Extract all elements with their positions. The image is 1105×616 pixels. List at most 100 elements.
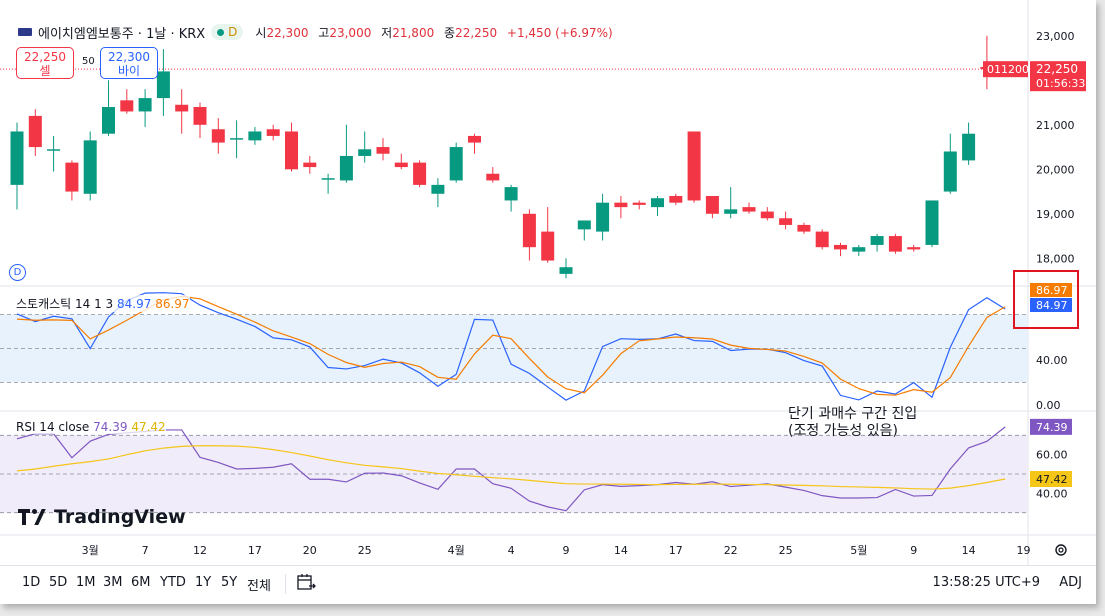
- time-tick-label: 14: [962, 544, 976, 557]
- candle-body: [248, 131, 262, 141]
- time-tick-label: 9: [563, 544, 570, 557]
- time-tick-label: 9: [910, 544, 917, 557]
- high-label: 고: [318, 25, 330, 40]
- buy-price: 22,300: [108, 50, 150, 64]
- range-1y-button[interactable]: 1Y: [195, 575, 212, 590]
- high-value: 23,000: [329, 25, 372, 40]
- sell-button[interactable]: 22,250 셀: [16, 47, 74, 79]
- candle-body: [102, 107, 115, 134]
- stoch-title: 스토캐스틱 14 1 3: [16, 297, 114, 311]
- rsi-badge-text: 74.39: [1036, 421, 1068, 434]
- stoch-d-badge-text: 86.97: [1036, 284, 1068, 297]
- stoch-k-badge: [1030, 298, 1072, 312]
- rsi-tick-label: 40.00: [1036, 487, 1068, 500]
- buy-label: 바이: [117, 64, 141, 78]
- rsi-legend[interactable]: RSI 14 close 74.39 47.42: [16, 420, 166, 434]
- symbol-code-badge: [983, 61, 1028, 78]
- toolbar-divider: [285, 574, 286, 594]
- tradingview-logo-icon: [18, 509, 48, 525]
- settings-gear-icon[interactable]: [1055, 544, 1067, 556]
- candle-body: [577, 220, 591, 230]
- candle-body: [852, 247, 866, 252]
- close-label: 종: [444, 25, 456, 40]
- candle-body: [669, 196, 683, 203]
- range-5y-button[interactable]: 5Y: [221, 575, 238, 590]
- symbol-header: 에이치엠엠보통주 · 1날 · KRX D 시22,300 고23,000 저2…: [18, 20, 619, 44]
- rsi-ma-badge-text: 47.42: [1036, 473, 1068, 486]
- candle-body: [834, 244, 847, 250]
- candle-body: [65, 162, 79, 192]
- ohlc-values: 시22,300 고23,000 저21,800 종22,250 +1,450 (…: [255, 24, 618, 41]
- candle-body: [559, 267, 573, 274]
- rsi-ma-line: [16, 445, 1006, 490]
- candle-body: [47, 149, 61, 151]
- candle-body: [211, 129, 225, 143]
- candle-body: [83, 140, 97, 194]
- candle-body: [193, 107, 207, 125]
- highlight-box: [1013, 270, 1079, 329]
- low-label: 저: [381, 25, 393, 40]
- candle-body: [632, 202, 646, 205]
- range-ytd-button[interactable]: YTD: [160, 575, 186, 590]
- range-6m-button[interactable]: 6M: [131, 575, 151, 590]
- open-value: 22,300: [266, 25, 309, 40]
- change-value: +1,450 (+6.97%): [506, 25, 613, 40]
- candle-body: [156, 71, 170, 99]
- dividend-marker[interactable]: D: [9, 264, 26, 281]
- range-5d-button[interactable]: 5D: [49, 575, 68, 590]
- stoch-k-line: [16, 292, 1006, 401]
- candle-body: [779, 218, 793, 225]
- rsi-ma-value: 47.42: [131, 420, 166, 434]
- candle-body: [303, 162, 317, 168]
- adj-toggle[interactable]: ADJ: [1059, 575, 1082, 590]
- candle-body: [230, 138, 244, 140]
- candle-body: [888, 236, 902, 252]
- calendar-goto-icon[interactable]: [296, 572, 316, 592]
- time-tick-label: 4: [508, 544, 515, 557]
- candle-body: [724, 209, 738, 214]
- candle-body: [413, 162, 427, 185]
- chart-window: 18,000 19,000 20,000 21,000 23,000 011200 22,2…: [0, 0, 1096, 604]
- annotation-text: 단기 과매수 구간 진입 (조정 가능성 있음): [788, 406, 917, 440]
- time-tick-label: 7: [142, 544, 149, 557]
- range-3m-button[interactable]: 3M: [103, 575, 123, 590]
- candle-body: [870, 236, 884, 245]
- market-open-dot-icon: [217, 28, 225, 36]
- candle-body: [541, 231, 555, 261]
- time-tick-label: 5월: [850, 544, 867, 557]
- time-tick-label: 19: [1017, 544, 1031, 557]
- price-tick-label: 18,000: [1036, 252, 1075, 265]
- chart-canvas[interactable]: 18,000 19,000 20,000 21,000 23,000 011200 22,2…: [0, 0, 1096, 565]
- rsi-line: [16, 426, 1006, 512]
- candle-body: [760, 211, 774, 219]
- time-tick-label: 4월: [448, 544, 465, 557]
- candle-body: [596, 202, 610, 232]
- flag-icon: [18, 28, 32, 36]
- candle-body: [504, 187, 518, 201]
- candle-body: [486, 173, 500, 181]
- market-status-badge[interactable]: D: [211, 24, 244, 40]
- symbol-title[interactable]: 에이치엠엠보통주 · 1날 · KRX: [38, 26, 206, 42]
- candle-body: [651, 198, 664, 208]
- range-all-button[interactable]: 전체: [247, 579, 271, 594]
- stoch-tick-label: 40.00: [1036, 354, 1068, 367]
- candle-body: [10, 131, 24, 185]
- clock[interactable]: 13:58:25 UTC+9: [932, 575, 1040, 590]
- sell-price: 22,250: [24, 50, 66, 64]
- spread-value: 50: [82, 56, 95, 67]
- price-tick-label: 19,000: [1036, 208, 1075, 221]
- price-tick-label: 23,000: [1036, 30, 1075, 43]
- buy-button[interactable]: 22,300 바이: [100, 47, 158, 79]
- time-tick-label: 12: [193, 544, 207, 557]
- stoch-k-value: 84.97: [117, 297, 152, 311]
- gear-hub: [1058, 547, 1064, 553]
- candle-body: [449, 147, 463, 181]
- candle-body: [358, 149, 372, 156]
- range-1d-button[interactable]: 1D: [22, 575, 41, 590]
- stoch-legend[interactable]: 스토캐스틱 14 1 3 84.97 86.97: [16, 295, 190, 312]
- time-tick-label: 3월: [82, 544, 99, 557]
- logo-text: TradingView: [54, 506, 186, 528]
- bottom-toolbar: 1D 5D 1M 3M 6M YTD 1Y 5Y 전체 13:58:25 UTC…: [0, 565, 1096, 601]
- range-1m-button[interactable]: 1M: [76, 575, 96, 590]
- candle-body: [907, 247, 921, 250]
